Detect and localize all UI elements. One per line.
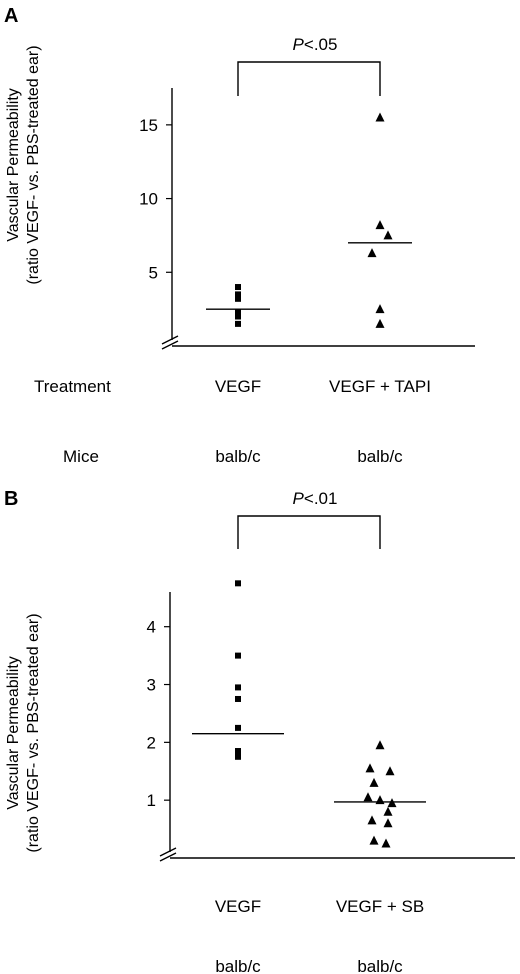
data-point-square-b: [235, 652, 241, 659]
y-tick-label-a: 10: [139, 190, 158, 209]
data-point-triangle-b: [375, 740, 385, 750]
y-axis-label-line2-b: (ratio VEGF- vs. PBS-treated ear): [25, 613, 42, 852]
data-point-triangle-b: [383, 806, 393, 816]
data-point-square-b: [235, 753, 241, 760]
data-point-square-b: [235, 695, 241, 702]
data-point-triangle-a: [375, 112, 385, 122]
p-value-threshold-a: <.05: [304, 35, 338, 54]
category-label-a: VEGF + TAPI: [329, 377, 431, 396]
panel-a: A Vascular Permeability (ratio VEGF- vs.…: [4, 5, 475, 466]
data-point-triangle-b: [381, 838, 391, 848]
mice-label-a: balb/c: [215, 447, 261, 466]
y-tick-label-a: 15: [139, 116, 158, 135]
p-value-b: P<.01: [293, 489, 338, 508]
data-point-triangle-b: [369, 835, 379, 845]
data-point-triangle-b: [365, 763, 375, 773]
row-label-mice: Mice: [63, 447, 99, 466]
category-label-a: VEGF: [215, 377, 261, 396]
data-point-square-b: [235, 580, 241, 587]
p-value-letter-a: P: [293, 35, 305, 54]
data-point-square-a: [235, 309, 241, 316]
p-value-letter-b: P: [293, 489, 305, 508]
axis-break-mark-a: [161, 340, 179, 350]
p-value-a: P<.05: [293, 35, 338, 54]
significance-bracket-b: [237, 515, 381, 549]
data-point-triangle-b: [385, 766, 395, 776]
data-point-triangle-a: [367, 248, 377, 258]
data-point-square-b: [235, 684, 241, 691]
data-point-triangle-a: [383, 230, 393, 240]
data-point-square-a: [235, 291, 241, 298]
y-tick-label-a: 5: [149, 263, 158, 282]
data-point-square-a: [235, 295, 241, 302]
panel-letter-a: A: [4, 5, 18, 27]
data-point-square-a: [235, 284, 241, 291]
data-point-square-b: [235, 748, 241, 755]
y-tick-label-b: 4: [147, 618, 156, 637]
mice-label-a: balb/c: [357, 447, 403, 466]
category-label-b: VEGF + SB: [336, 897, 424, 916]
axis-break-mark-b: [159, 847, 177, 857]
data-point-triangle-b: [363, 792, 373, 802]
data-point-triangle-b: [375, 795, 385, 805]
mice-label-b: balb/c: [357, 957, 403, 974]
data-point-triangle-a: [375, 318, 385, 328]
y-axis-label-line1-b: Vascular Permeability: [5, 656, 22, 810]
row-label-treatment: Treatment: [34, 377, 111, 396]
y-axis-label-line2-a: (ratio VEGF- vs. PBS-treated ear): [25, 45, 42, 284]
significance-bracket-a: [237, 61, 381, 96]
y-tick-label-b: 2: [147, 733, 156, 752]
data-point-triangle-b: [369, 777, 379, 787]
data-point-triangle-a: [375, 304, 385, 314]
data-point-square-b: [235, 724, 241, 731]
data-point-square-a: [235, 313, 241, 320]
data-point-triangle-b: [383, 818, 393, 828]
category-label-b: VEGF: [215, 897, 261, 916]
axis-break-mark-a: [161, 335, 179, 345]
y-tick-label-b: 1: [147, 791, 156, 810]
axis-break-mark-b: [159, 852, 177, 862]
mice-label-b: balb/c: [215, 957, 261, 974]
data-point-triangle-b: [367, 815, 377, 825]
panel-b: B Vascular Permeability (ratio VEGF- vs.…: [4, 488, 515, 974]
panel-letter-b: B: [4, 488, 18, 510]
data-point-triangle-a: [375, 220, 385, 230]
p-value-threshold-b: <.01: [304, 489, 338, 508]
y-axis-label-line1-a: Vascular Permeability: [5, 88, 22, 242]
y-tick-label-b: 3: [147, 676, 156, 695]
data-point-square-a: [235, 320, 241, 327]
